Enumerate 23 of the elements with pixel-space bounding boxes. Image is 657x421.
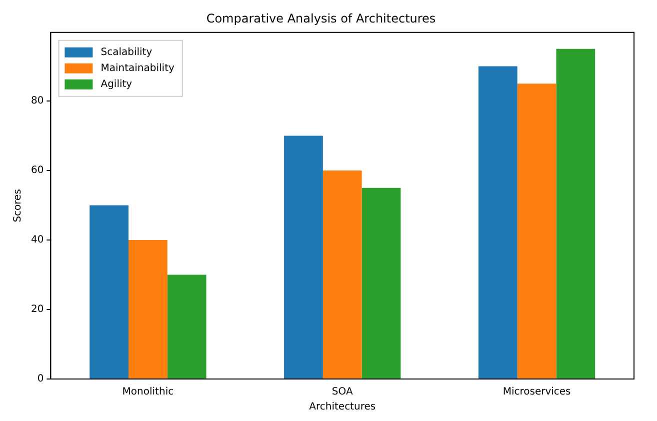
bar [517,84,556,378]
y-tick-label: 80 [30,96,44,107]
x-axis-title: Architectures [309,402,376,413]
y-tick-label: 20 [30,304,44,316]
legend-label: Scalability [100,46,152,58]
y-tick-label: 60 [30,165,44,176]
bar [478,66,518,378]
bar [167,274,206,378]
x-tick-label: SOA [332,386,353,398]
chart-title: Comparative Analysis of Architectures [206,11,436,26]
bar [284,136,323,378]
legend-label: Maintainability [100,62,174,74]
y-tick-label: 0 [37,374,44,385]
bar [322,170,362,378]
x-tick-label: Monolithic [122,386,174,398]
y-tick-label: 40 [30,234,44,246]
legend-label: Agility [100,78,132,90]
bar [556,48,596,378]
bar [362,188,401,378]
bar [90,205,128,378]
x-tick-label: Microservices [502,386,571,398]
bar [128,240,168,378]
y-axis-title: Scores [12,189,24,222]
